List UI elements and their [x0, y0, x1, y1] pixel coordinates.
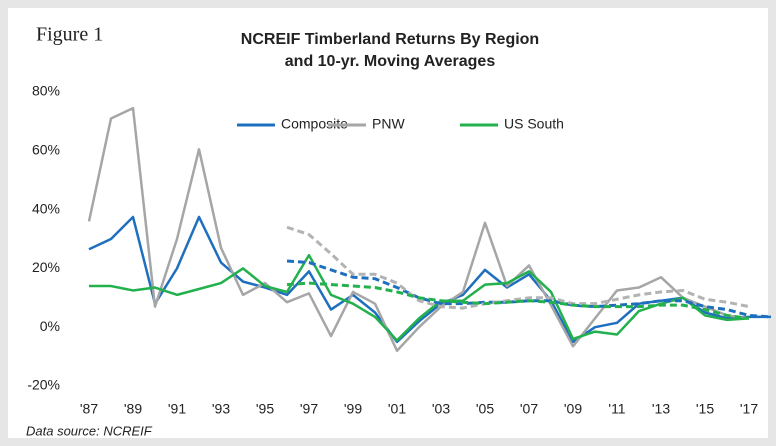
x-tick-label: '89 — [124, 401, 142, 417]
y-tick-label: 80% — [32, 83, 60, 99]
moving-average-line — [286, 281, 750, 320]
y-tick-label: -20% — [27, 377, 60, 393]
series-line — [87, 106, 750, 352]
x-tick-label: '95 — [256, 401, 274, 417]
x-tick-label: '13 — [652, 401, 670, 417]
x-tick-label: '03 — [432, 401, 450, 417]
x-tick-label: '05 — [476, 401, 494, 417]
source: Data source: NCREIF — [26, 423, 153, 438]
x-tick-label: '17 — [740, 401, 758, 417]
figure-label: Figure 1 — [36, 24, 103, 46]
x-tick-label: '99 — [344, 401, 362, 417]
y-tick-label: 20% — [32, 259, 60, 275]
x-tick-label: '91 — [168, 401, 186, 417]
chart-title: and 10-yr. Moving Averages — [285, 53, 496, 70]
x-tick-label: '93 — [212, 401, 230, 417]
y-tick-label: 60% — [32, 142, 60, 158]
x-tick-label: '07 — [520, 401, 538, 417]
y-tick-label: 0% — [40, 318, 60, 334]
x-tick-label: '11 — [608, 401, 625, 417]
x-tick-label: '15 — [696, 401, 714, 417]
series-line — [89, 253, 750, 342]
x-tick-label: '01 — [388, 401, 406, 417]
legend-label: Composite — [281, 116, 348, 132]
moving-average-line — [286, 259, 772, 319]
panel — [8, 8, 768, 438]
legend-label: US South — [504, 116, 564, 132]
x-tick-label: '09 — [564, 401, 582, 417]
moving-average-line — [286, 225, 750, 310]
x-tick-label: '97 — [300, 401, 318, 417]
legend-label: PNW — [372, 116, 405, 132]
x-tick-label: '87 — [80, 401, 98, 417]
y-tick-label: 40% — [32, 200, 60, 216]
chart-title: NCREIF Timberland Returns By Region — [241, 31, 539, 48]
